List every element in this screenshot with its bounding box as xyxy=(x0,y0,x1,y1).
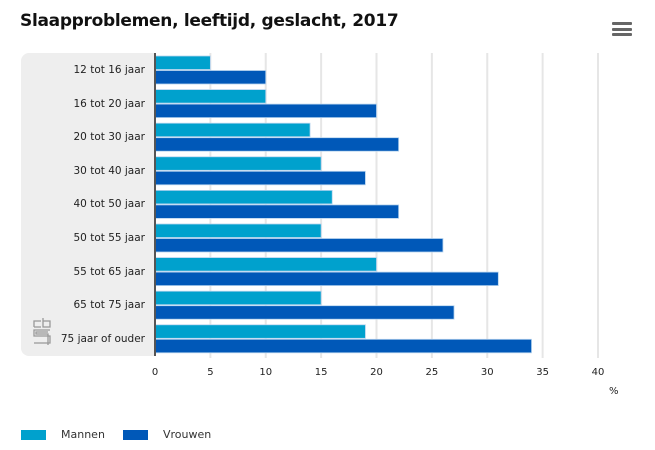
cbs-logo-icon xyxy=(33,318,51,345)
x-axis-unit: % xyxy=(609,386,619,397)
category-label: 65 tot 75 jaar xyxy=(73,299,146,312)
category-label: 16 tot 20 jaar xyxy=(73,97,146,110)
x-tick-label: 25 xyxy=(425,367,439,378)
bar-mannen[interactable] xyxy=(154,156,322,171)
legend-swatch-mannen xyxy=(21,429,46,440)
category-label: 40 tot 50 jaar xyxy=(73,198,146,211)
bar-mannen[interactable] xyxy=(154,257,377,272)
bar-vrouwen[interactable] xyxy=(154,70,267,85)
x-tick-label: 30 xyxy=(480,367,494,378)
x-tick-label: 35 xyxy=(536,367,549,378)
bar-mannen[interactable] xyxy=(154,189,333,205)
x-tick-label: 40 xyxy=(591,367,605,378)
x-tick-label: 20 xyxy=(370,367,383,378)
legend-label-vrouwen: Vrouwen xyxy=(163,428,212,441)
bar-mannen[interactable] xyxy=(154,122,311,138)
category-label: 12 tot 16 jaar xyxy=(73,64,146,76)
bar-vrouwen[interactable] xyxy=(154,238,444,253)
legend-label-mannen: Mannen xyxy=(61,428,105,441)
category-label: 30 tot 40 jaar xyxy=(73,164,146,177)
category-label: 75 jaar of ouder xyxy=(60,332,145,345)
category-label: 55 tot 65 jaar xyxy=(73,265,146,278)
x-tick-label: 10 xyxy=(259,367,273,378)
hamburger-menu-icon[interactable] xyxy=(612,22,632,36)
x-tick-label: 0 xyxy=(151,367,159,378)
legend-item-vrouwen[interactable]: Vrouwen xyxy=(123,428,211,441)
bar-mannen[interactable] xyxy=(154,324,366,339)
category-label: 50 tot 55 jaar xyxy=(73,232,146,244)
bar-vrouwen[interactable] xyxy=(154,137,400,152)
x-tick-label: 5 xyxy=(207,367,214,378)
bar-vrouwen[interactable] xyxy=(154,170,366,186)
bar-vrouwen[interactable] xyxy=(154,305,455,320)
bar-mannen[interactable] xyxy=(154,55,211,70)
bar-mannen[interactable] xyxy=(154,89,267,104)
x-tick-label: 15 xyxy=(314,367,328,378)
category-label: 20 tot 30 jaar xyxy=(73,131,146,144)
bar-mannen[interactable] xyxy=(154,290,322,306)
category-label-panel xyxy=(21,53,155,356)
legend-swatch-vrouwen xyxy=(123,429,148,440)
legend-item-mannen[interactable]: Mannen xyxy=(21,428,105,441)
bar-vrouwen[interactable] xyxy=(154,103,377,118)
bar-vrouwen[interactable] xyxy=(154,338,532,354)
bar-mannen[interactable] xyxy=(154,223,322,238)
chart-title: Slaapproblemen, leeftijd, geslacht, 2017 xyxy=(20,11,399,31)
bar-vrouwen[interactable] xyxy=(154,271,499,287)
bar-vrouwen[interactable] xyxy=(154,204,400,219)
